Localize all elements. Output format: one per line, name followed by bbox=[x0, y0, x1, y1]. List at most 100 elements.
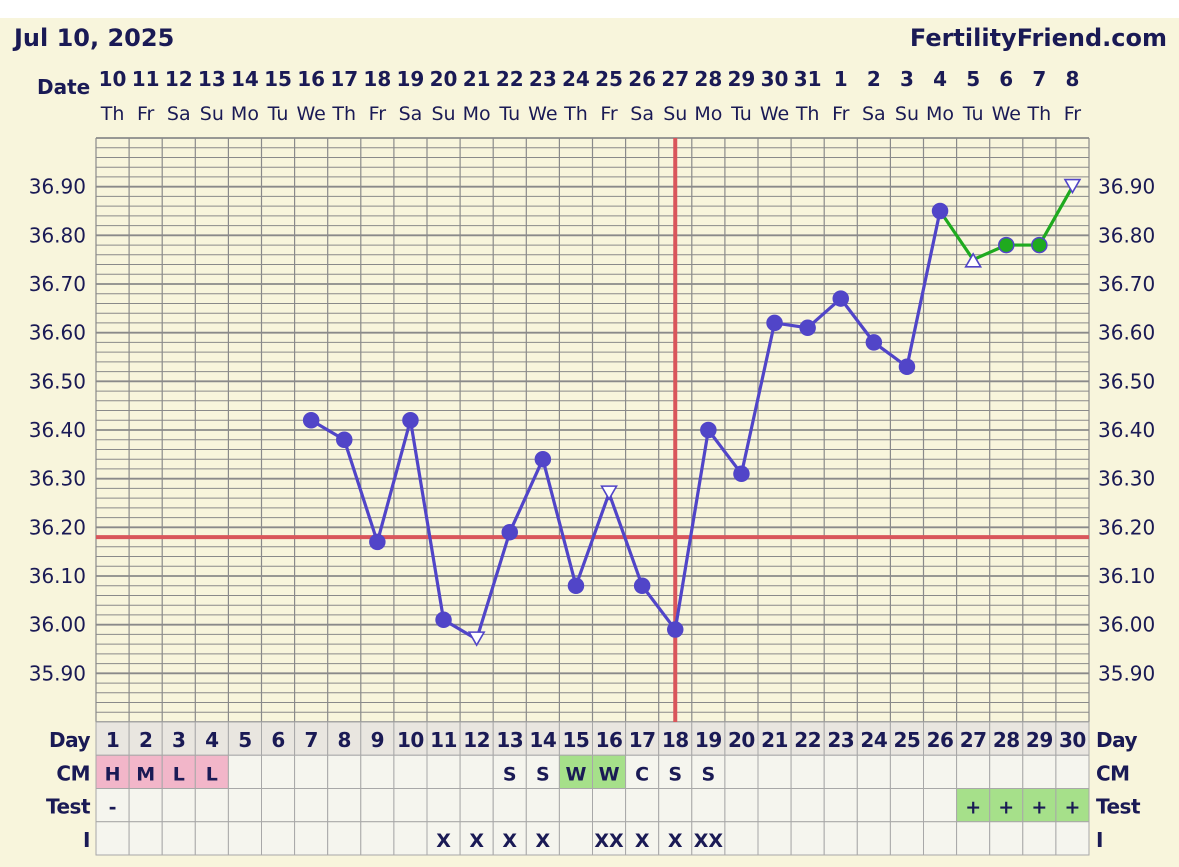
weekday-label: Mo bbox=[463, 103, 491, 125]
table-cell-text-day: 6 bbox=[271, 728, 284, 752]
table-cell-text-day: 7 bbox=[304, 728, 317, 752]
table-cell bbox=[327, 754, 362, 789]
table-cell-text-day: 12 bbox=[463, 728, 490, 752]
weekday-label: Sa bbox=[167, 103, 191, 125]
table-cell bbox=[492, 788, 527, 823]
weekday-label: We bbox=[760, 103, 789, 125]
table-cell-text-day: 20 bbox=[728, 728, 755, 752]
table-cell bbox=[525, 754, 560, 789]
table-cell bbox=[1022, 821, 1057, 856]
table-cell bbox=[823, 788, 858, 823]
weekday-label: Fr bbox=[832, 103, 850, 125]
table-cell bbox=[757, 754, 792, 789]
table-cell bbox=[856, 721, 891, 756]
row-label-right-test: Test bbox=[1096, 795, 1141, 819]
date-row-label: Date bbox=[37, 75, 90, 99]
table-cell bbox=[823, 754, 858, 789]
data-point bbox=[700, 421, 717, 439]
date-label: 12 bbox=[165, 67, 193, 91]
table-cell bbox=[989, 788, 1024, 823]
data-point-open-down bbox=[467, 631, 486, 647]
table-cell-text-cm: S bbox=[702, 763, 716, 785]
data-point-open-down bbox=[1063, 178, 1082, 195]
date-label: 10 bbox=[99, 67, 127, 91]
weekday-label: Fr bbox=[369, 103, 387, 125]
table-cell bbox=[227, 788, 262, 823]
data-point bbox=[733, 465, 750, 483]
data-point bbox=[1031, 236, 1048, 254]
table-cell bbox=[823, 721, 858, 756]
weekday-label: Su bbox=[200, 103, 224, 125]
data-point bbox=[931, 202, 949, 220]
table-cell bbox=[889, 821, 925, 856]
weekday-label: Th bbox=[331, 103, 356, 125]
table-cell bbox=[360, 788, 395, 823]
weekday-label: We bbox=[528, 103, 557, 125]
data-point bbox=[567, 577, 585, 594]
weekday-label: Tu bbox=[498, 103, 520, 125]
table-cell bbox=[658, 821, 693, 856]
table-cell-text-i: XX bbox=[594, 830, 624, 852]
data-point-open-down bbox=[600, 485, 618, 501]
y-tick-left: 36.40 bbox=[29, 418, 86, 442]
table-cell-text-day: 30 bbox=[1059, 728, 1086, 752]
table-cell bbox=[261, 721, 296, 756]
date-label: 22 bbox=[496, 67, 524, 91]
date-label: 25 bbox=[595, 67, 623, 91]
table-cell-text-cm: S bbox=[668, 763, 682, 785]
table-cell-text-cm: M bbox=[136, 763, 155, 785]
table-cell-text-cm: C bbox=[635, 763, 649, 785]
table-cell bbox=[889, 754, 925, 789]
weekday-label: We bbox=[296, 103, 325, 125]
table-cell bbox=[294, 788, 329, 823]
temperature-series bbox=[302, 178, 1082, 647]
table-cell-text-i: X bbox=[436, 830, 451, 852]
date-label: 30 bbox=[761, 67, 789, 91]
weekday-label: Tu bbox=[267, 103, 289, 125]
weekday-label: Th bbox=[795, 103, 820, 125]
table-cell bbox=[294, 754, 329, 789]
table-cell bbox=[658, 788, 693, 823]
y-tick-left: 36.30 bbox=[29, 467, 86, 491]
table-cell bbox=[426, 754, 461, 789]
table-cell-text-day: 27 bbox=[960, 728, 987, 752]
table-cell bbox=[227, 754, 262, 789]
table-cell bbox=[691, 754, 726, 789]
table-cell bbox=[360, 754, 395, 789]
table-cell-text-cm: H bbox=[105, 763, 121, 785]
table-cell bbox=[194, 721, 229, 756]
table-cell-text-cm: W bbox=[565, 763, 586, 785]
table-cell bbox=[459, 788, 494, 823]
weekday-label: Sa bbox=[399, 103, 423, 125]
plot-grid bbox=[95, 137, 1090, 723]
date-label: 20 bbox=[430, 67, 458, 91]
table-cell bbox=[790, 821, 825, 856]
table-cell-text-day: 9 bbox=[371, 728, 384, 752]
data-point bbox=[369, 533, 386, 551]
table-cell-text-day: 14 bbox=[529, 728, 556, 752]
table-cell bbox=[1055, 821, 1090, 856]
date-label: 4 bbox=[933, 67, 947, 91]
table-cell-text-cm: L bbox=[206, 763, 218, 785]
table-cell bbox=[592, 754, 627, 789]
weekday-label: Tu bbox=[962, 103, 984, 125]
date-label: 26 bbox=[628, 67, 656, 91]
table-cell-text-day: 15 bbox=[563, 728, 590, 752]
table-cell bbox=[724, 788, 759, 823]
table-cell bbox=[558, 821, 594, 856]
table-cell bbox=[989, 821, 1024, 856]
weekday-label: Fr bbox=[1064, 103, 1082, 125]
weekday-label: Su bbox=[663, 103, 687, 125]
table-cell bbox=[360, 821, 395, 856]
table-cell-text-day: 24 bbox=[860, 728, 887, 752]
table-cell bbox=[261, 821, 296, 856]
y-tick-left: 36.50 bbox=[29, 369, 86, 393]
y-tick-left: 36.00 bbox=[29, 613, 86, 637]
date-label: 1 bbox=[834, 67, 848, 91]
row-label-day: Day bbox=[49, 728, 90, 752]
data-point bbox=[435, 611, 452, 629]
data-point bbox=[302, 412, 320, 429]
data-point bbox=[898, 358, 916, 375]
date-label: 19 bbox=[397, 67, 425, 91]
table-cell bbox=[426, 821, 461, 856]
